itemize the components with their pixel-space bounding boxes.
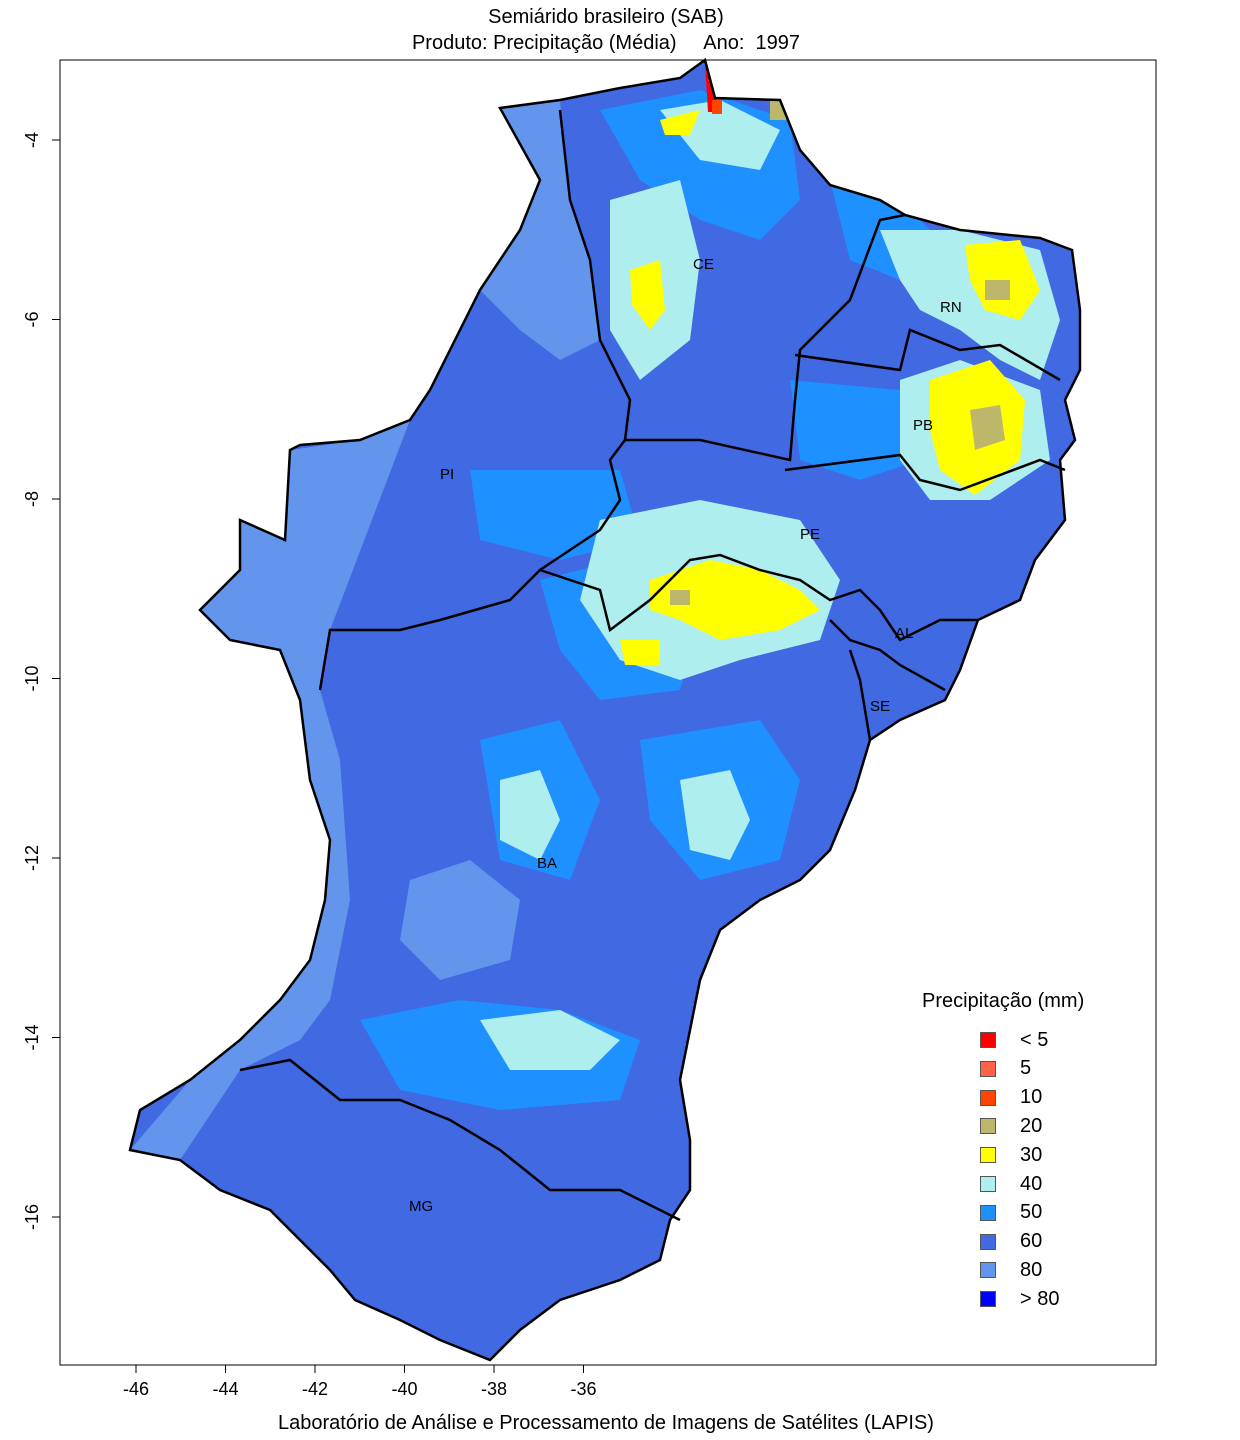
legend-swatch [980,1118,996,1135]
boundary-al-se [829,619,946,692]
legend-label: 10 [1020,1086,1043,1109]
legend-label: 30 [1020,1143,1043,1166]
legend-item: 50 [980,1199,1042,1227]
y-tick-label: -8 [22,491,42,507]
legend-swatch [980,1291,996,1308]
year-label: Ano: [703,32,745,54]
credit-text: Laboratório de Análise e Processamento d… [278,1412,934,1434]
state-label-al: AL [895,625,913,642]
year-value: 1997 [755,32,801,54]
boundary-pb-pe [784,453,1066,492]
precip-patch [500,770,560,860]
y-tick-label: -12 [22,845,42,871]
legend-item: 60 [980,1228,1042,1256]
precip-patch [970,405,1005,450]
y-tick-label: -16 [22,1204,42,1230]
legend-swatch [980,1204,996,1221]
y-axis: -4 -6 -8 -10 -12 -14 -16 [22,132,60,1230]
precip-patch [480,100,600,360]
state-label-ba: BA [537,855,557,872]
map-subtitle: Produto: Precipitação (Média) Ano: 1997 [0,32,1212,55]
legend-swatch [980,1233,996,1250]
x-axis: -46 -44 -42 -40 -38 -36 [123,1365,597,1399]
state-label-mg: MG [409,1198,433,1215]
legend-item: 80 [980,1256,1042,1284]
precip-patch [660,110,700,135]
legend-swatch [980,1147,996,1164]
x-tick-label: -36 [570,1379,596,1399]
precip-patch [680,770,750,860]
x-tick-label: -40 [391,1379,417,1399]
legend-item: 40 [980,1170,1042,1198]
legend-label: 50 [1020,1201,1043,1224]
precip-patch [630,260,665,330]
x-tick-label: -46 [123,1379,149,1399]
legend-swatch [980,1032,996,1048]
y-tick-label: -10 [22,665,42,691]
legend-swatch [980,1262,996,1279]
state-label-pi: PI [440,466,454,483]
precip-patch [620,640,660,665]
boundary-pe-ba-al [539,553,978,642]
x-tick-label: -38 [481,1379,507,1399]
boundary-pi-pe [318,439,626,691]
legend-swatch [980,1176,996,1192]
legend-label: 80 [1020,1258,1043,1281]
state-boundaries [128,58,1082,1362]
legend-item: > 80 [980,1285,1059,1313]
legend-label: 5 [1020,1057,1032,1080]
legend-item: 10 [980,1084,1042,1112]
legend-label: < 5 [1020,1028,1049,1051]
precip-patch [130,420,410,1160]
legend-item: 20 [980,1112,1042,1140]
precip-patch [985,280,1010,300]
legend-title: Precipitação (mm) [922,990,1085,1012]
precip-patch [790,380,920,480]
legend: Precipitação (mm) < 5 5 10 20 30 40 50 60 80 > 80 [922,990,1085,1310]
state-labels: CE RN PB PI PE AL SE BA MG [409,256,962,1215]
x-tick-label: -44 [212,1379,238,1399]
boundary-ce [558,109,906,462]
legend-item: 5 [980,1055,1031,1083]
legend-item: 30 [980,1141,1042,1169]
map-title: Semiárido brasileiro (SAB) [488,6,724,28]
state-label-se: SE [870,698,890,715]
y-tick-label: -6 [22,311,42,327]
legend-label: 40 [1020,1172,1043,1195]
legend-swatch [980,1089,996,1106]
legend-item: < 5 [980,1026,1048,1054]
product-label: Produto: Precipitação (Média) [411,32,677,54]
boundary-ba-se [848,649,872,741]
precip-patch [650,560,820,640]
precip-patch [712,100,722,114]
y-tick-label: -4 [22,132,42,148]
plot-frame [59,59,1157,1366]
legend-label: 60 [1020,1230,1043,1253]
legend-swatch [980,1060,996,1077]
precip-patch [400,860,520,980]
state-label-pe: PE [800,526,820,543]
state-label-pb: PB [913,417,933,434]
boundary-rn-pb [794,328,1061,382]
y-tick-label: -14 [22,1024,42,1050]
x-tick-label: -42 [302,1379,328,1399]
boundary-ba-mg [239,1058,681,1222]
precip-patch [670,590,690,605]
legend-label: 20 [1020,1114,1043,1137]
state-label-rn: RN [940,299,962,316]
precip-patch [480,1010,620,1070]
state-label-ce: CE [693,256,714,273]
legend-label: > 80 [1020,1287,1060,1310]
